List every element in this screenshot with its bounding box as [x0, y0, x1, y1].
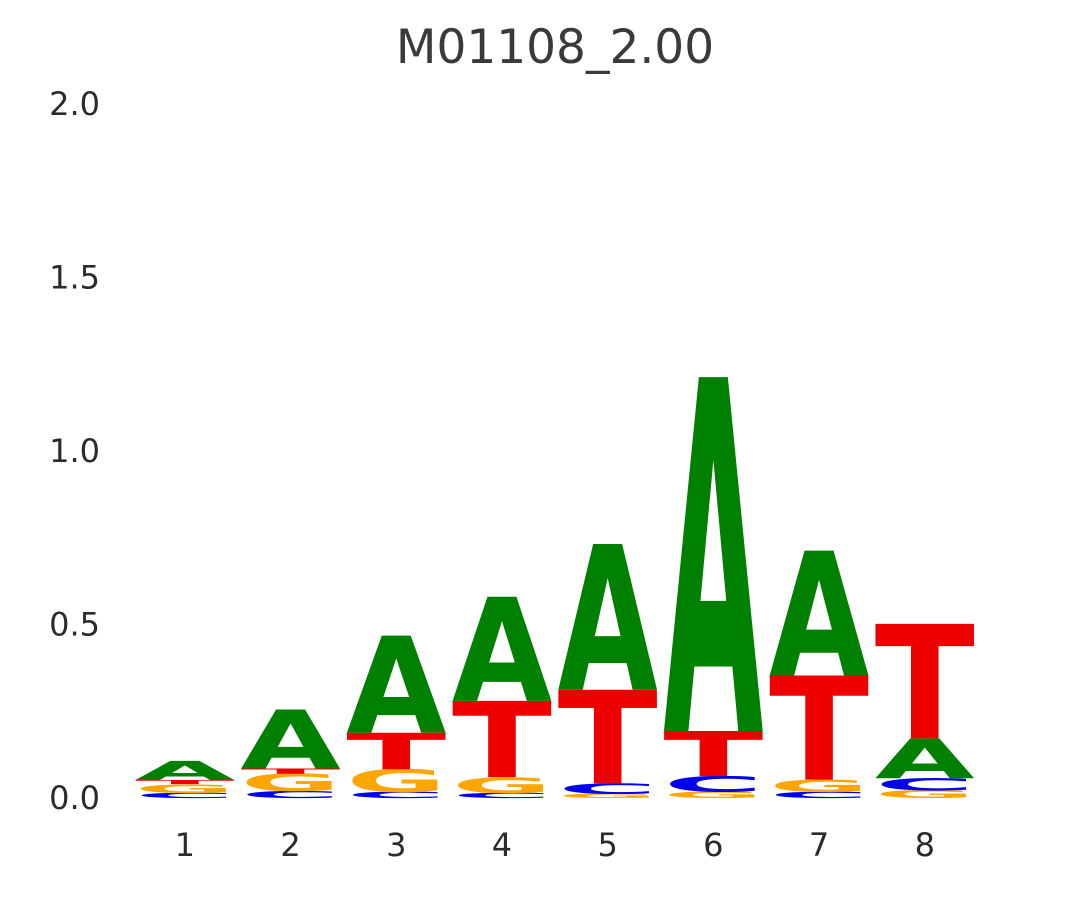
x-tick-label: 5: [597, 826, 617, 864]
logo-letter-T-pos8: T: [875, 594, 975, 777]
logo-letter-G-pos1: G: [135, 782, 235, 796]
x-tick-label: 4: [492, 826, 512, 864]
logo-letter-A-pos6: A: [663, 281, 764, 846]
y-tick-label: 0.0: [49, 779, 100, 817]
logo-letter-T-pos6: T: [663, 719, 763, 791]
y-tick-label: 2.0: [49, 85, 100, 123]
x-tick-label: 2: [280, 826, 300, 864]
x-tick-label: 3: [386, 826, 406, 864]
logo-letter-A-pos5: A: [558, 505, 658, 738]
logo-letter-A-pos3: A: [346, 609, 446, 764]
logo-letter-C-pos8: C: [875, 775, 975, 795]
logo-letter-G-pos7: G: [769, 776, 869, 796]
logo-letter-A-pos7: A: [769, 518, 869, 717]
x-tick-label: 7: [809, 826, 829, 864]
logo-letter-G-pos6: G: [663, 790, 763, 800]
logo-letter-A-pos8: A: [875, 728, 975, 792]
logo-letter-T-pos2: T: [241, 767, 341, 775]
chart-title: M01108_2.00: [395, 20, 715, 75]
y-tick-label: 1.5: [49, 259, 100, 297]
logo-letter-G-pos2: G: [241, 769, 341, 797]
logo-letter-A-pos4: A: [452, 570, 552, 736]
x-tick-label: 6: [703, 826, 723, 864]
logo-letter-T-pos7: T: [769, 649, 869, 815]
logo-letter-G-pos5: G: [558, 793, 658, 800]
logo-letter-G-pos8: G: [875, 788, 975, 800]
y-tick-label: 1.0: [49, 432, 100, 470]
logo-letter-C-pos4: C: [452, 791, 552, 799]
logo-letter-T-pos5: T: [558, 665, 658, 815]
logo-letter-T-pos4: T: [452, 681, 552, 803]
x-tick-label: 1: [175, 826, 195, 864]
logo-letter-C-pos2: C: [241, 789, 341, 800]
x-tick-label: 8: [915, 826, 935, 864]
logo-letter-A-pos2: A: [241, 695, 341, 788]
logo-letter-A-pos1: A: [135, 756, 236, 786]
logo-letter-G-pos3: G: [346, 763, 446, 799]
y-tick-label: 0.5: [49, 606, 100, 644]
logo-letter-T-pos1: T: [135, 779, 235, 786]
logo-letter-C-pos6: C: [663, 772, 763, 797]
logo-letter-C-pos5: C: [558, 781, 658, 798]
logo-letter-T-pos3: T: [346, 723, 446, 781]
logo-letter-C-pos1: C: [135, 791, 235, 799]
logo-letter-G-pos4: G: [452, 773, 552, 798]
logo-letter-C-pos7: C: [769, 790, 869, 800]
logo-letter-C-pos3: C: [346, 790, 446, 800]
